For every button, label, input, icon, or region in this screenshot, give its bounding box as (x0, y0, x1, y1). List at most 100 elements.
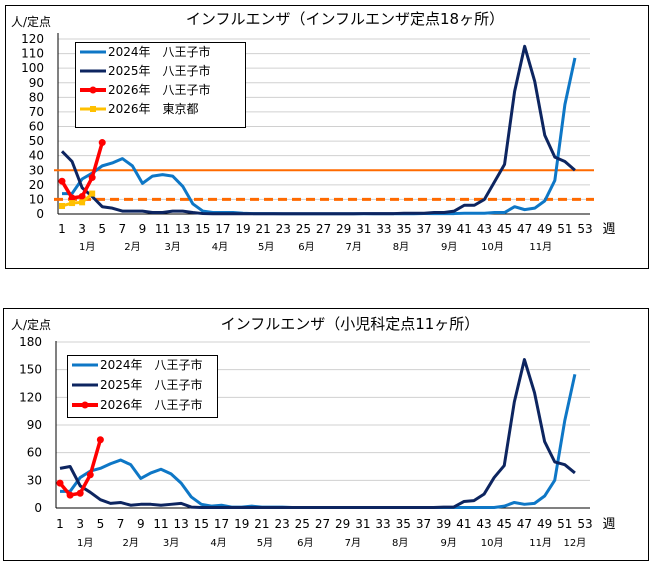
x-tick-label: 53 (577, 517, 592, 531)
y-tick-label: 180 (19, 335, 42, 349)
data-point (78, 193, 86, 200)
month-label: 1月 (77, 537, 93, 549)
x-tick-label: 21 (256, 222, 271, 236)
data-point (69, 200, 76, 207)
data-point (79, 199, 86, 206)
month-label: 7月 (345, 537, 361, 549)
x-tick-label: 15 (195, 222, 210, 236)
x-tick-label: 35 (396, 222, 411, 236)
month-label: 6月 (297, 537, 313, 549)
x-tick-label: 3 (78, 222, 86, 236)
y-tick-label: 0 (34, 501, 42, 515)
y-tick-label: 80 (29, 90, 44, 104)
series-line-1 (59, 358, 576, 510)
legend-label: 2024年 八王子市 (108, 44, 211, 59)
x-tick-label: 17 (215, 222, 230, 236)
series-line-3 (61, 192, 94, 208)
x-tick-label: 23 (274, 517, 289, 531)
data-point (96, 436, 104, 444)
month-label: 3月 (164, 241, 180, 253)
month-label: 12月 (564, 537, 587, 549)
y-tick-label: 120 (21, 32, 44, 46)
data-point (86, 471, 94, 479)
month-label: 8月 (393, 241, 409, 253)
x-tick-label: 45 (497, 222, 512, 236)
month-label: 2月 (124, 241, 140, 253)
x-tick-label: 43 (477, 222, 492, 236)
data-point (76, 489, 84, 497)
legend-box (75, 42, 246, 128)
x-tick-label: 37 (416, 222, 431, 236)
data-point (88, 174, 96, 182)
y-tick-label: 60 (27, 446, 42, 460)
legend-label: 2024年 八王子市 (100, 357, 203, 372)
x-tick-label: 47 (517, 517, 532, 531)
chart-title: インフルエンザ（小児科定点11ヶ所） (221, 315, 480, 333)
y-tick-label: 30 (27, 473, 42, 487)
y-tick-label: 0 (36, 207, 44, 221)
x-tick-label: 13 (175, 222, 190, 236)
x-tick-label: 13 (174, 517, 189, 531)
x-tick-label: 29 (335, 517, 350, 531)
x-tick-label: 41 (456, 517, 471, 531)
chart-1: インフルエンザ（インフルエンザ定点18ヶ所）人/定点01020304050607… (5, 5, 649, 269)
y-tick-label: 100 (21, 61, 44, 75)
y-axis-label: 人/定点 (11, 14, 51, 29)
series-line-1 (60, 44, 576, 216)
data-point (56, 479, 64, 487)
x-tick-label: 49 (537, 222, 552, 236)
month-label: 11月 (529, 241, 552, 253)
y-tick-label: 90 (29, 76, 44, 90)
x-tick-label: 41 (457, 222, 472, 236)
month-label: 11月 (529, 537, 552, 549)
data-point (66, 491, 74, 499)
x-tick-label: 35 (396, 517, 411, 531)
x-tick-label: 5 (97, 517, 105, 531)
data-point (98, 139, 106, 147)
y-tick-label: 10 (29, 192, 44, 206)
x-tick-label: 51 (557, 517, 572, 531)
month-label: 9月 (441, 241, 457, 253)
x-tick-label: 53 (577, 222, 592, 236)
y-tick-label: 90 (27, 418, 42, 432)
month-label: 6月 (298, 241, 314, 253)
month-label: 8月 (392, 537, 408, 549)
chart-frame (3, 308, 649, 561)
month-label: 1月 (79, 241, 95, 253)
month-label: 9月 (441, 537, 457, 549)
legend-label: 2026年 八王子市 (108, 82, 211, 97)
x-tick-label: 29 (336, 222, 351, 236)
y-tick-label: 70 (29, 105, 44, 119)
x-tick-label: 15 (194, 517, 209, 531)
y-tick-label: 40 (29, 149, 44, 163)
x-tick-label: 1 (58, 222, 66, 236)
x-tick-label: 49 (537, 517, 552, 531)
y-tick-label: 110 (21, 47, 44, 61)
legend-marker (81, 401, 89, 409)
legend-marker (90, 106, 96, 112)
y-tick-label: 30 (29, 163, 44, 177)
data-point (68, 194, 76, 202)
x-tick-label: 37 (416, 517, 431, 531)
x-tick-label: 27 (316, 222, 331, 236)
data-point (58, 177, 66, 185)
x-tick-label: 11 (155, 222, 170, 236)
month-label: 7月 (345, 241, 361, 253)
month-label: 5月 (258, 241, 274, 253)
x-tick-label: 33 (375, 517, 390, 531)
month-label: 4月 (212, 241, 228, 253)
month-label: 10月 (481, 241, 504, 253)
y-axis-label: 人/定点 (11, 317, 51, 332)
data-point (59, 202, 65, 209)
legend-marker (89, 86, 97, 94)
x-tick-label: 7 (117, 517, 125, 531)
y-tick-label: 120 (19, 390, 42, 404)
legend: 2024年 八王子市 2025年 八王子市 2026年 八王子市 (67, 355, 218, 418)
y-tick-label: 50 (29, 134, 44, 148)
month-label: 5月 (257, 537, 273, 549)
x-tick-label: 39 (436, 517, 451, 531)
x-tick-label: 31 (355, 517, 370, 531)
